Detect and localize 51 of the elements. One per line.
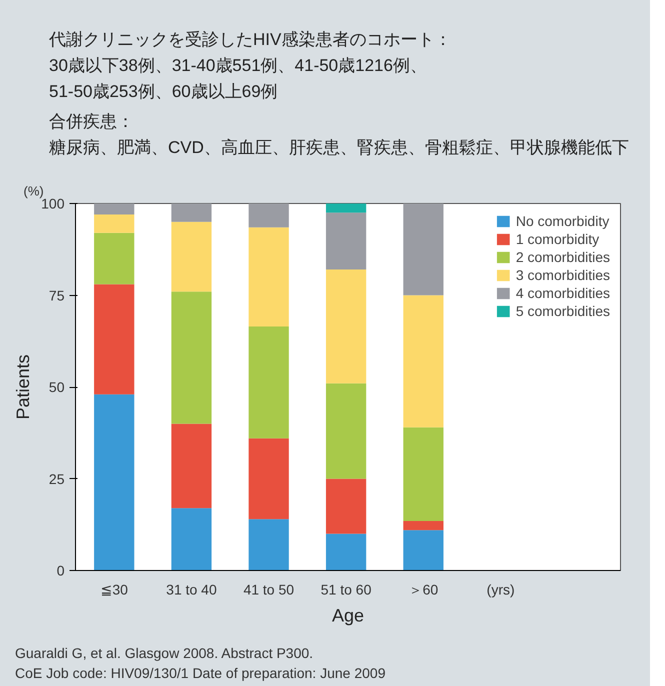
text: CoE Job code: HIV09/130/1 Date of preparation: June 2009 — [15, 665, 386, 681]
bar — [248, 204, 289, 228]
bar — [94, 232, 134, 284]
legend-label: 4 comorbidities — [516, 285, 610, 301]
bar — [403, 204, 444, 296]
text: 糖尿病、肥満、CVD、高血圧、肝疾患、腎疾患、骨粗鬆症、甲状腺機能低下 — [49, 137, 629, 159]
bar — [171, 424, 212, 508]
legend-label: 3 comorbidities — [516, 267, 610, 283]
y-axis-title: Patients — [13, 354, 34, 420]
chart-subtitle: 合併疾患： — [49, 111, 135, 133]
legend-label: No comorbidity — [516, 213, 610, 229]
y-tick-label: 0 — [56, 562, 65, 578]
bar — [94, 204, 134, 215]
bar — [326, 212, 366, 270]
x-tick-label: 51 to 60 — [320, 582, 372, 598]
chart-title: 代謝クリニックを受診したHIV感染患者のコホート： 30歳以下38例、31-40歳551例、41-50歳1216例、 51-50歳253例、60歳以上69例 — [49, 29, 452, 103]
bar — [248, 326, 289, 438]
bar — [94, 214, 134, 233]
text: (yrs) — [486, 582, 515, 598]
bar — [326, 270, 366, 384]
legend-label: 5 comorbidities — [516, 303, 610, 319]
x-axis-title: Age — [332, 606, 364, 626]
bar — [94, 394, 134, 570]
bar — [248, 227, 289, 326]
bar — [403, 295, 444, 428]
y-tick-label: 75 — [48, 287, 65, 304]
bar — [171, 222, 212, 292]
bar — [403, 427, 444, 521]
bar — [326, 383, 366, 479]
bar — [326, 204, 366, 213]
legend-label: 1 comorbidity — [516, 231, 600, 247]
text: (%) — [24, 184, 44, 198]
x-tick-label: ≦30 — [100, 582, 128, 598]
bar — [94, 284, 134, 394]
bar — [171, 204, 212, 222]
y-tick-label: 100 — [41, 196, 65, 212]
bar — [248, 438, 289, 520]
bar — [403, 530, 444, 570]
bar — [248, 519, 289, 570]
bar — [171, 508, 212, 570]
text: Guaraldi G, et al. Glasgow 2008. Abstract P300. — [15, 645, 314, 661]
legend-label: 2 comorbidities — [516, 249, 610, 265]
bar — [326, 534, 366, 570]
bar — [326, 478, 366, 534]
x-tick-label: 41 to 50 — [243, 582, 294, 598]
bar — [171, 292, 212, 424]
bar — [403, 520, 444, 530]
y-tick-label: 50 — [48, 379, 65, 395]
x-tick-label: ＞60 — [408, 582, 438, 598]
y-tick-label: 25 — [48, 470, 65, 487]
x-tick-label: 31 to 40 — [166, 582, 217, 598]
